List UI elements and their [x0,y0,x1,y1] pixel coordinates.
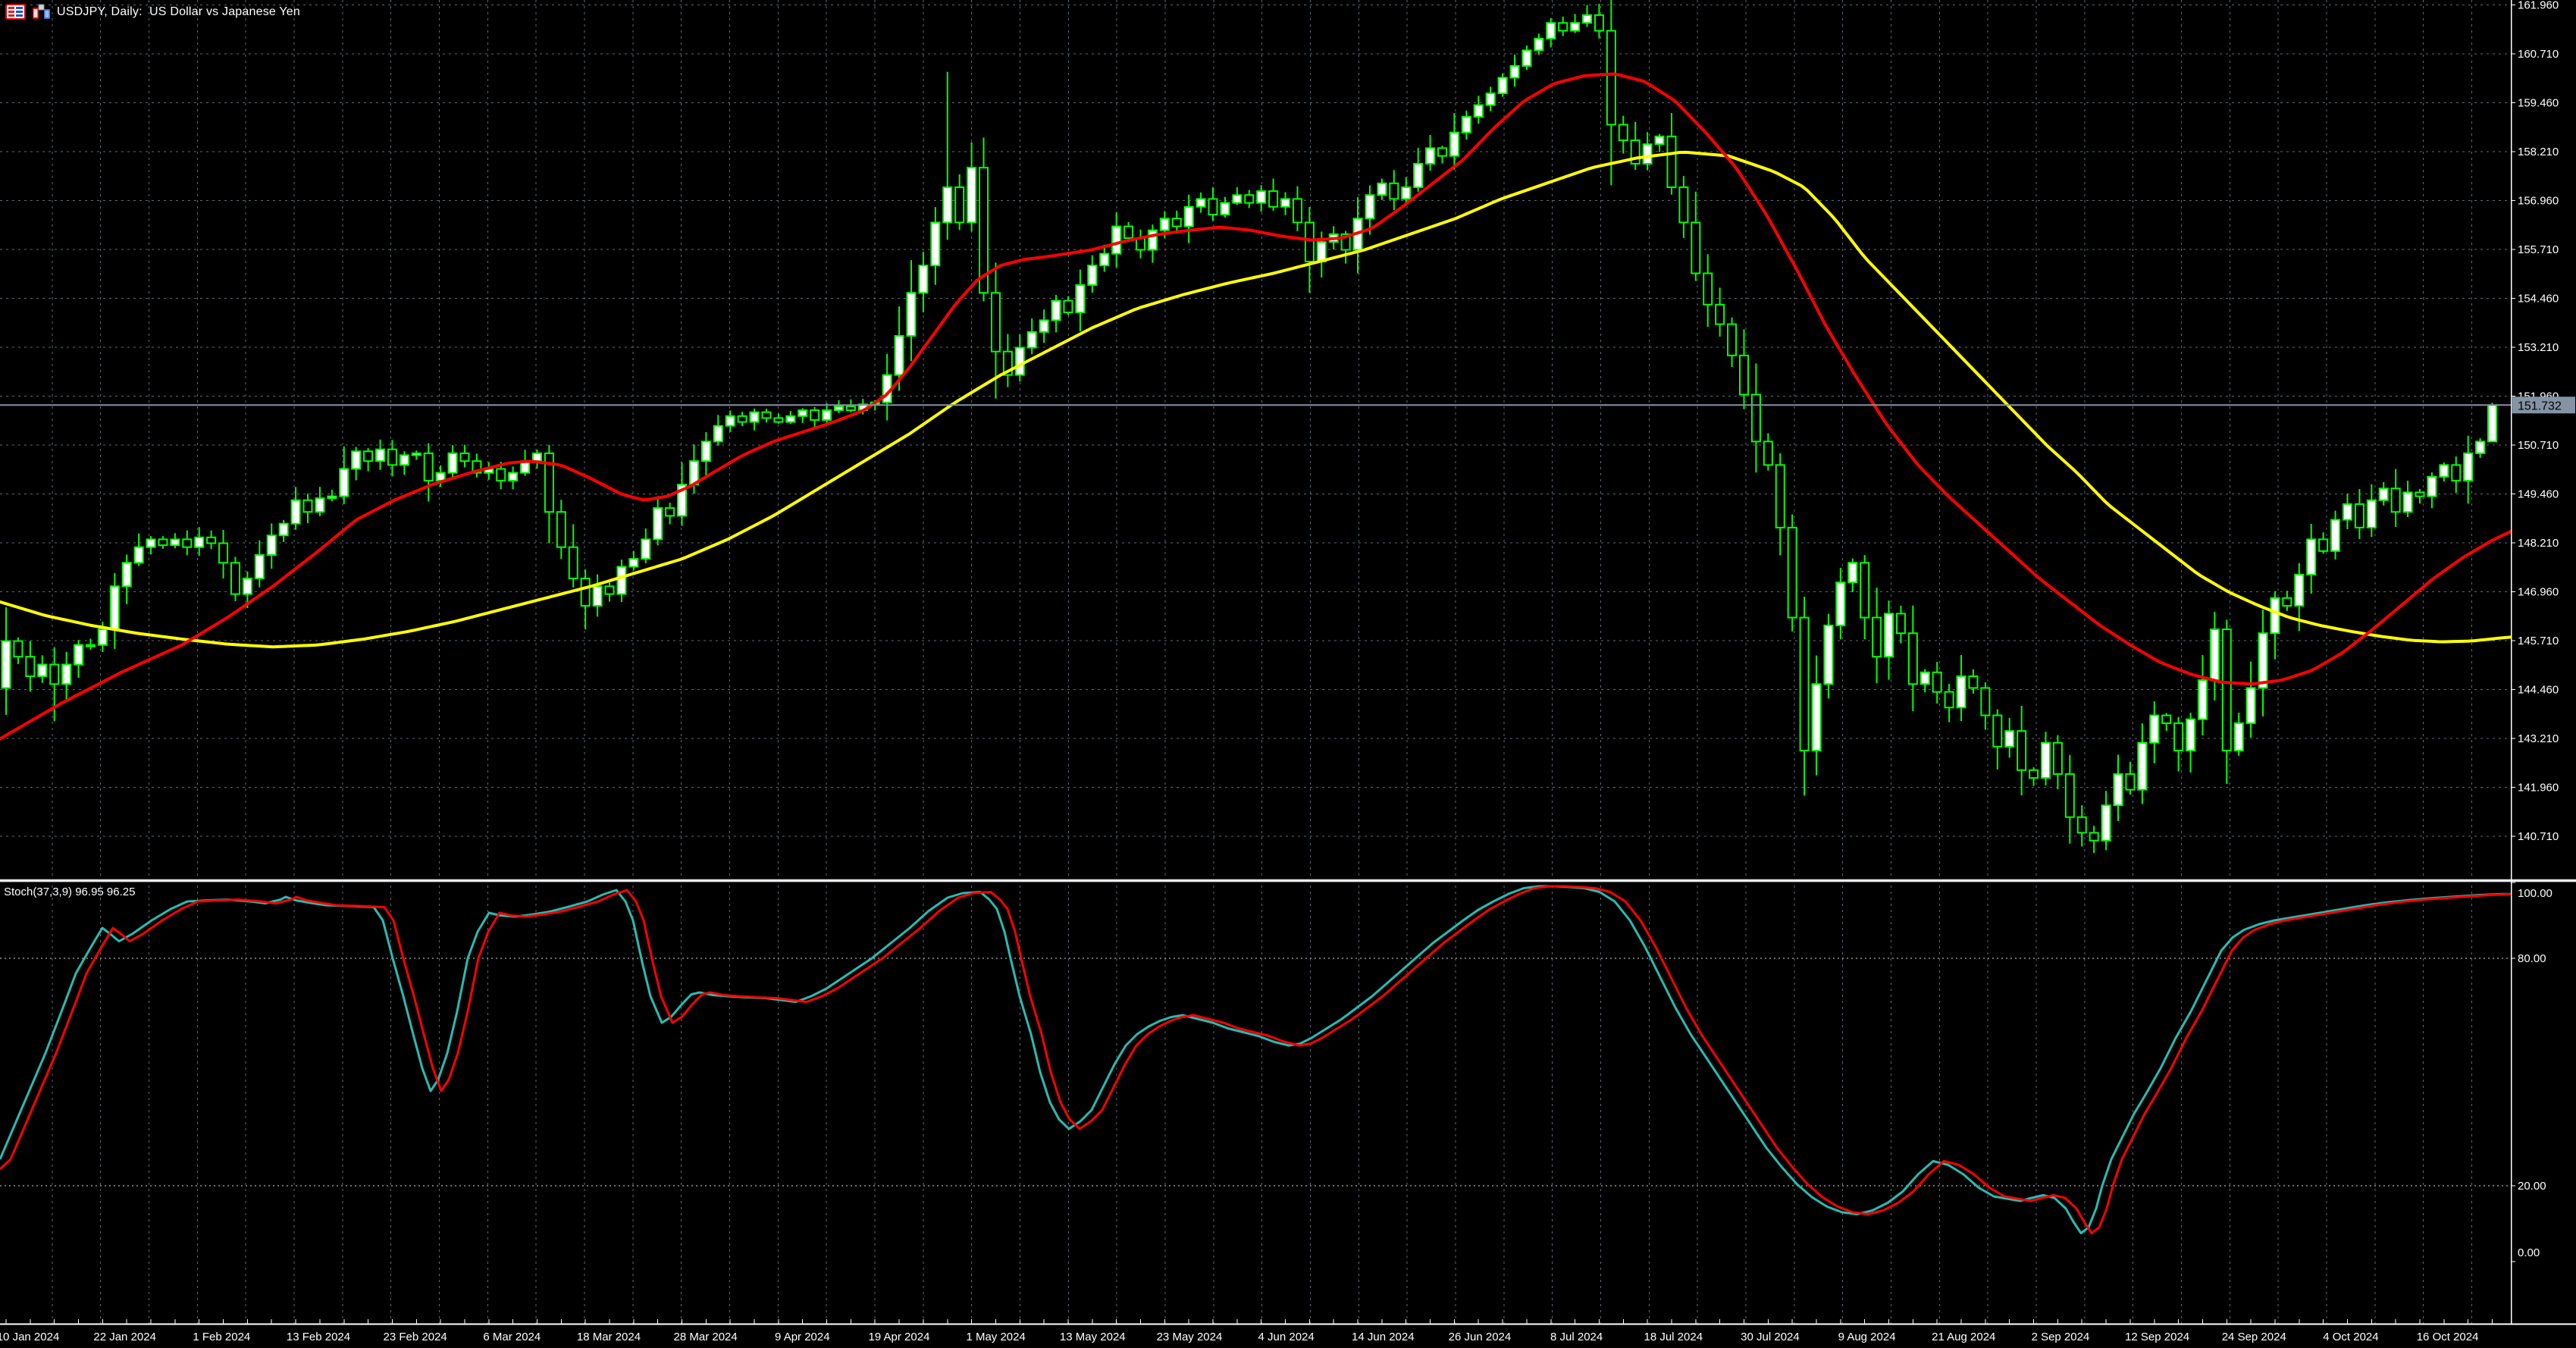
price-tick-label: 143.210 [2518,732,2559,745]
date-tick-label: 9 Apr 2024 [775,1331,830,1343]
stoch-signal [0,885,2511,1234]
price-tick-label: 160.710 [2518,48,2559,61]
price-tick-label: 158.210 [2518,146,2559,158]
date-tick-label: 23 Feb 2024 [384,1331,447,1343]
date-tick-label: 16 Oct 2024 [2417,1331,2479,1343]
date-tick-label: 18 Jul 2024 [1644,1331,1703,1343]
bar-chart-icon[interactable] [31,4,52,20]
price-tick-label: 159.460 [2518,97,2559,110]
date-tick-label: 13 Feb 2024 [287,1331,350,1343]
date-tick-label: 26 Jun 2024 [1449,1331,1512,1343]
grid [0,0,2511,1324]
price-tick-label: 153.210 [2518,341,2559,354]
indicator-label: Stoch(37,3,9) 96.95 96.25 [4,886,136,898]
date-tick-label: 24 Sep 2024 [2222,1331,2286,1343]
ma-slow-yellow [0,150,2511,649]
ma-fast-red [0,72,2511,741]
ohlc-list-icon[interactable] [5,4,26,20]
date-tick-label: 10 Jan 2024 [0,1331,59,1343]
date-tick-label: 14 Jun 2024 [1352,1331,1415,1343]
chart-title-bar: USDJPY, Daily: US Dollar vs Japanese Yen [5,4,300,20]
svg-text:151.732: 151.732 [2518,400,2562,412]
price-tick-label: 140.710 [2518,830,2559,843]
price-tick-label: 148.210 [2518,537,2559,550]
price-tick-label: 141.960 [2518,782,2559,795]
date-tick-label: 12 Sep 2024 [2125,1331,2189,1343]
date-tick-label: 4 Jun 2024 [1258,1331,1315,1343]
stoch-tick-label: 100.00 [2518,887,2552,900]
date-tick-label: 22 Jan 2024 [93,1331,156,1343]
stoch-tick-label: 0.00 [2518,1246,2540,1259]
date-tick-label: 1 May 2024 [966,1331,1025,1343]
price-tick-label: 149.460 [2518,488,2559,501]
price-tick-label: 145.710 [2518,635,2559,647]
chart-title: USDJPY, Daily: US Dollar vs Japanese Yen [57,5,300,18]
price-tick-label: 155.710 [2518,243,2559,256]
date-tick-label: 8 Jul 2024 [1550,1331,1603,1343]
stoch-axis[interactable]: 100.00 80.00 20.00 0.00 [2511,882,2552,1262]
price-tick-label: 150.710 [2518,439,2559,452]
stoch-tick-label: 80.00 [2518,952,2546,965]
date-tick-label: 21 Aug 2024 [1932,1331,1995,1343]
date-tick-label: 13 May 2024 [1060,1331,1126,1343]
candles [1,0,2498,854]
date-tick-label: 4 Oct 2024 [2323,1331,2378,1343]
price-tick-label: 161.960 [2518,0,2559,12]
date-tick-label: 30 Jul 2024 [1741,1331,1800,1343]
price-tick-label: 144.460 [2518,684,2559,697]
stoch-main [0,885,2511,1234]
stoch-tick-label: 20.00 [2518,1180,2546,1193]
price-tick-label: 154.460 [2518,293,2559,306]
date-tick-label: 2 Sep 2024 [2032,1331,2090,1343]
date-tick-label: 9 Aug 2024 [1838,1331,1896,1343]
date-tick-label: 6 Mar 2024 [483,1331,541,1343]
date-tick-label: 19 Apr 2024 [869,1331,930,1343]
date-tick-label: 18 Mar 2024 [577,1331,641,1343]
date-tick-label: 23 May 2024 [1157,1331,1223,1343]
time-axis[interactable]: 10 Jan 2024 22 Jan 2024 1 Feb 2024 13 Feb 2… [0,1331,2478,1343]
date-tick-label: 28 Mar 2024 [674,1331,738,1343]
current-price-tag: 151.732 [2512,397,2575,414]
panel-separator[interactable] [0,879,2576,882]
price-tick-label: 156.960 [2518,195,2559,208]
date-tick-label: 1 Feb 2024 [193,1331,250,1343]
price-tick-label: 146.960 [2518,586,2559,599]
